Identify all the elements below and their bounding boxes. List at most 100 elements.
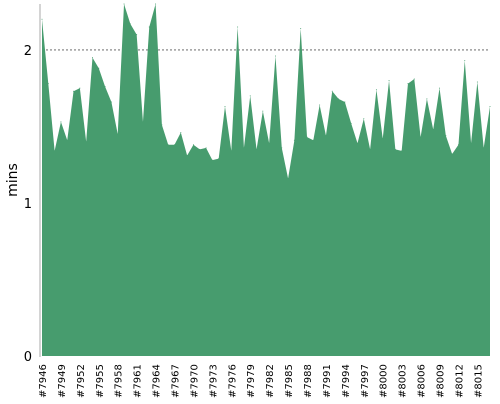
data-point (104, 86, 106, 88)
x-tick-label: #7952 (76, 364, 87, 398)
data-point (186, 155, 188, 157)
x-tick-label: #7997 (360, 364, 371, 398)
data-point (293, 139, 295, 141)
x-tick-label: #7982 (265, 364, 276, 398)
data-point (41, 18, 43, 20)
data-point (142, 121, 144, 123)
data-point (60, 121, 62, 123)
data-point (66, 139, 68, 141)
data-point (382, 138, 384, 140)
data-point (300, 27, 302, 29)
data-point (489, 106, 491, 108)
data-point (148, 26, 150, 28)
y-tick-label: 1 (24, 197, 32, 212)
y-tick-label: 2 (24, 44, 32, 59)
x-tick-label: #7964 (152, 364, 163, 398)
data-point (483, 147, 485, 149)
data-point (281, 147, 283, 149)
data-point (274, 55, 276, 57)
x-tick-label: #7967 (171, 364, 182, 398)
data-point (98, 67, 100, 69)
x-tick-label: #8006 (417, 364, 428, 398)
data-point (268, 142, 270, 144)
data-point (129, 23, 131, 25)
data-point (476, 81, 478, 83)
data-point (54, 150, 56, 152)
data-point (136, 34, 138, 36)
data-point (230, 150, 232, 152)
data-point (420, 136, 422, 138)
area-series (42, 4, 490, 356)
x-tick-label: #8009 (436, 364, 447, 398)
data-point (161, 124, 163, 126)
data-point (306, 136, 308, 138)
x-tick-label: #7991 (322, 364, 333, 398)
data-point (47, 83, 49, 85)
data-point (174, 144, 176, 146)
data-point (350, 122, 352, 124)
data-point (445, 135, 447, 137)
data-point (451, 153, 453, 155)
x-tick-label: #7988 (303, 364, 314, 398)
y-tick-labels: 0 1 2 (24, 44, 32, 365)
data-point (287, 177, 289, 179)
data-point (363, 118, 365, 120)
data-point (180, 132, 182, 134)
x-tick-labels: #7946 #7949 #7952 #7955 #7958 #7961 #7964 #7967… (38, 364, 484, 398)
x-tick-label: #7961 (133, 364, 144, 398)
data-point (211, 159, 213, 161)
data-point (394, 148, 396, 150)
data-point (470, 142, 472, 144)
data-point (432, 129, 434, 130)
data-point (91, 57, 93, 59)
y-tick-label: 0 (24, 350, 32, 365)
data-point (117, 133, 119, 135)
data-point (319, 104, 321, 106)
data-point (457, 144, 459, 146)
data-point (192, 144, 194, 146)
data-point (356, 142, 358, 144)
data-point (218, 158, 220, 160)
x-tick-label: #7958 (114, 364, 125, 398)
data-point (407, 83, 409, 85)
data-point (369, 148, 371, 150)
data-point (73, 90, 75, 92)
x-tick-label: #8015 (473, 364, 484, 398)
data-point (199, 148, 201, 150)
x-tick-label: #7949 (57, 364, 68, 398)
data-point (262, 110, 264, 112)
data-point (344, 101, 346, 103)
area-layer (41, 3, 491, 356)
x-tick-label: #8003 (398, 364, 409, 398)
x-tick-label: #7970 (189, 364, 200, 398)
data-point (464, 60, 466, 62)
x-tick-label: #7994 (341, 364, 352, 398)
data-point (312, 139, 314, 141)
data-point (375, 89, 377, 91)
data-point (331, 90, 333, 92)
x-tick-label: #7976 (227, 364, 238, 398)
data-point (439, 87, 441, 89)
data-point (79, 87, 81, 89)
x-tick-label: #7973 (208, 364, 219, 398)
data-point (167, 144, 169, 146)
x-tick-label: #7979 (246, 364, 257, 398)
x-tick-label: #7955 (95, 364, 106, 398)
data-point (325, 135, 327, 137)
x-tick-label: #8012 (454, 364, 465, 398)
data-point (205, 147, 207, 149)
data-point (110, 101, 112, 103)
data-point (401, 150, 403, 152)
data-point (243, 147, 245, 149)
data-point (249, 95, 251, 97)
x-tick-label: #7985 (284, 364, 295, 398)
data-point (237, 26, 239, 28)
data-point (388, 80, 390, 82)
x-tick-label: #8000 (379, 364, 390, 398)
data-point (413, 78, 415, 80)
x-tick-label: #7946 (38, 364, 49, 398)
data-point (426, 98, 428, 100)
data-point (338, 98, 340, 100)
